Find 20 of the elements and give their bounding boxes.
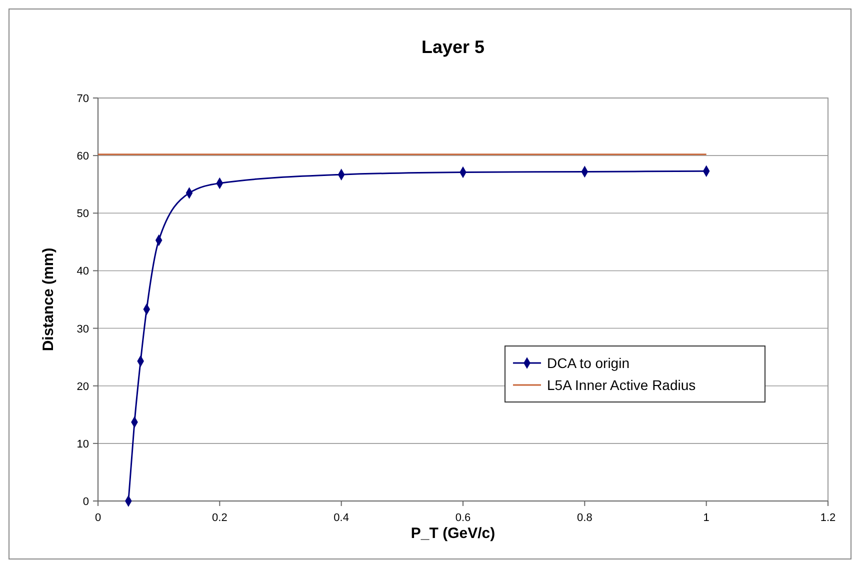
chart-title: Layer 5 — [421, 37, 485, 57]
x-tick-label: 0.6 — [455, 512, 471, 524]
y-axis-title: Distance (mm) — [40, 248, 57, 352]
x-axis-title: P_T (GeV/c) — [410, 525, 496, 542]
x-tick-label: 1.2 — [820, 512, 836, 524]
x-tick-label: 0.4 — [334, 512, 349, 524]
y-tick-label: 30 — [76, 323, 89, 336]
x-tick-label: 0.2 — [212, 512, 228, 524]
y-tick-label: 50 — [76, 208, 89, 220]
legend-label: L5A Inner Active Radius — [547, 377, 696, 393]
y-tick-label: 70 — [76, 93, 89, 105]
y-tick-label: 0 — [82, 496, 89, 508]
y-tick-label: 10 — [76, 438, 89, 450]
y-tick-label: 60 — [76, 150, 89, 163]
x-tick-label: 0 — [94, 512, 102, 524]
x-tick-label: 1 — [703, 512, 710, 524]
x-tick-label: 0.8 — [577, 512, 592, 524]
legend-label: DCA to origin — [547, 355, 630, 371]
y-tick-label: 40 — [76, 266, 89, 278]
y-tick-label: 20 — [76, 380, 89, 393]
